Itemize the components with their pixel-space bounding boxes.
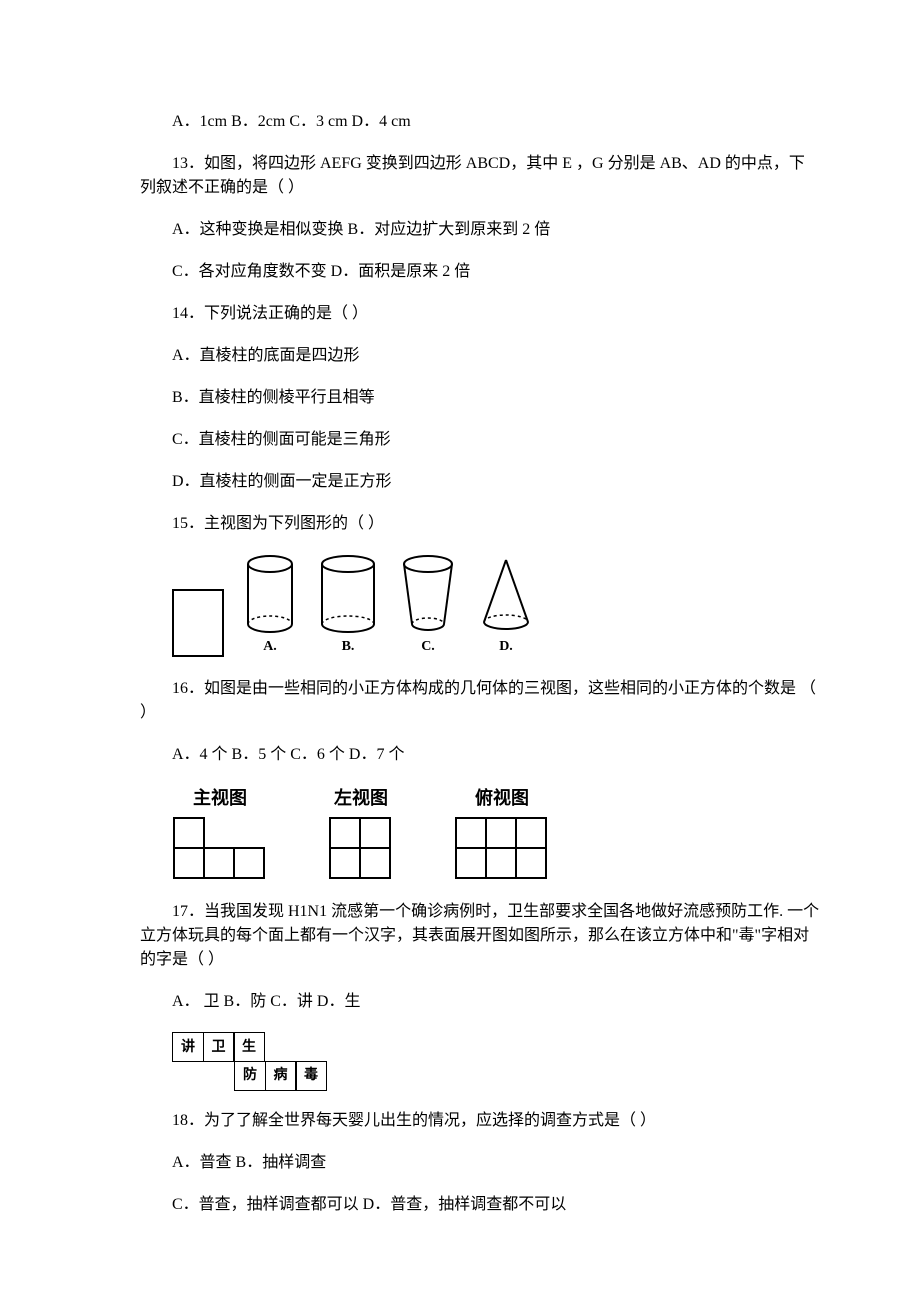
q17-options: A． 卫 B．防 C．讲 D．生 bbox=[140, 990, 820, 1014]
frustum-icon bbox=[398, 554, 458, 634]
net-cell: 生 bbox=[233, 1032, 265, 1062]
label-a: A. bbox=[263, 636, 277, 657]
net-row-1: 讲 卫 生 bbox=[172, 1032, 820, 1061]
top-view-group: 俯视图 bbox=[454, 785, 550, 880]
q15-stem: 15．主视图为下列图形的（ ） bbox=[140, 512, 820, 536]
top-view-title: 俯视图 bbox=[475, 785, 529, 812]
q16-options: A．4 个 B．5 个 C．6 个 D．7 个 bbox=[140, 743, 820, 767]
front-view-rect bbox=[172, 589, 224, 657]
q15-figure-row: A. B. C. D. bbox=[172, 554, 820, 657]
cylinder-wide-icon bbox=[316, 554, 380, 634]
net-row-2: 防 病 毒 bbox=[234, 1061, 820, 1090]
q14-option-c: C．直棱柱的侧面可能是三角形 bbox=[140, 428, 820, 452]
left-view-icon bbox=[328, 816, 394, 880]
main-view-icon bbox=[172, 816, 268, 880]
q18-option-ab: A．普查 B．抽样调查 bbox=[140, 1151, 820, 1175]
q12-options: A．1cm B．2cm C．3 cm D．4 cm bbox=[140, 110, 820, 134]
net-cell: 讲 bbox=[172, 1032, 204, 1062]
q18-option-cd: C．普查，抽样调查都可以 D．普查，抽样调查都不可以 bbox=[140, 1193, 820, 1217]
q14-stem: 14．下列说法正确的是（ ） bbox=[140, 302, 820, 326]
q18-stem: 18．为了了解全世界每天婴儿出生的情况，应选择的调查方式是（ ） bbox=[140, 1109, 820, 1133]
q16-three-views: 主视图 左视图 俯视图 bbox=[172, 785, 820, 880]
left-view-title: 左视图 bbox=[334, 785, 388, 812]
net-cell: 卫 bbox=[203, 1032, 235, 1062]
net-cell: 防 bbox=[234, 1061, 266, 1091]
main-view-title: 主视图 bbox=[193, 785, 247, 812]
q13-stem: 13．如图，将四边形 AEFG 变换到四边形 ABCD，其中 E ，G 分别是 … bbox=[140, 152, 820, 200]
q15-shape-d: D. bbox=[476, 554, 536, 657]
q14-option-a: A．直棱柱的底面是四边形 bbox=[140, 344, 820, 368]
label-c: C. bbox=[421, 636, 435, 657]
q15-shape-b: B. bbox=[316, 554, 380, 657]
q14-option-d: D．直棱柱的侧面一定是正方形 bbox=[140, 470, 820, 494]
q15-shape-c: C. bbox=[398, 554, 458, 657]
q14-option-b: B．直棱柱的侧棱平行且相等 bbox=[140, 386, 820, 410]
q13-option-cd: C．各对应角度数不变 D．面积是原来 2 倍 bbox=[140, 260, 820, 284]
q17-net-figure: 讲 卫 生 防 病 毒 bbox=[172, 1032, 820, 1089]
label-d: D. bbox=[499, 636, 513, 657]
q15-shape-a: A. bbox=[242, 554, 298, 657]
cone-icon bbox=[476, 554, 536, 634]
q16-stem: 16．如图是由一些相同的小正方体构成的几何体的三视图，这些相同的小正方体的个数是… bbox=[140, 677, 820, 725]
left-view-group: 左视图 bbox=[328, 785, 394, 880]
q17-stem: 17．当我国发现 H1N1 流感第一个确诊病例时，卫生部要求全国各地做好流感预防… bbox=[140, 900, 820, 972]
cylinder-icon bbox=[242, 554, 298, 634]
main-view-group: 主视图 bbox=[172, 785, 268, 880]
net-cell: 毒 bbox=[295, 1061, 327, 1091]
label-b: B. bbox=[342, 636, 355, 657]
top-view-icon bbox=[454, 816, 550, 880]
q13-option-ab: A．这种变换是相似变换 B．对应边扩大到原来到 2 倍 bbox=[140, 218, 820, 242]
net-cell: 病 bbox=[265, 1061, 297, 1091]
